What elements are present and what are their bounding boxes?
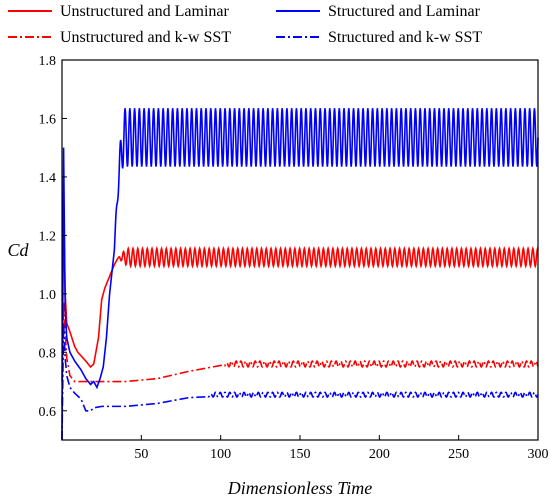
legend-label-3: Unstructured and k-w SST xyxy=(60,29,231,46)
series-line-1 xyxy=(61,214,539,382)
x-tick-label: 250 xyxy=(448,447,469,462)
x-tick-label: 200 xyxy=(369,447,390,462)
y-tick-label: 1.2 xyxy=(39,229,57,244)
y-tick-label: 1.0 xyxy=(39,288,57,303)
x-tick-label: 100 xyxy=(210,447,231,462)
x-tick-label: 300 xyxy=(528,447,549,462)
y-tick-label: 1.4 xyxy=(39,171,57,186)
axis-ticks: 50 100 150 200 250 300 0.6 0.8 1.0 1.2 1.4 1.6 1.8 xyxy=(39,54,549,462)
x-tick-label: 50 xyxy=(134,447,148,462)
series-line-4 xyxy=(61,323,539,441)
x-axis-title: Dimensionless Time xyxy=(227,478,373,498)
legend: Unstructured and Laminar Structured and L… xyxy=(8,3,482,46)
y-axis-title: Cd xyxy=(7,240,29,260)
series-layer xyxy=(61,108,539,441)
y-tick-label: 0.6 xyxy=(39,405,57,420)
y-tick-label: 0.8 xyxy=(39,346,57,361)
x-tick-label: 150 xyxy=(290,447,311,462)
y-tick-label: 1.6 xyxy=(39,112,57,127)
series-line-2 xyxy=(61,108,539,441)
series-line-3 xyxy=(61,302,539,405)
legend-label-2: Structured and Laminar xyxy=(328,3,481,20)
y-tick-label: 1.8 xyxy=(39,54,57,69)
legend-label-1: Unstructured and Laminar xyxy=(60,3,230,20)
legend-label-4: Structured and k-w SST xyxy=(328,29,482,46)
